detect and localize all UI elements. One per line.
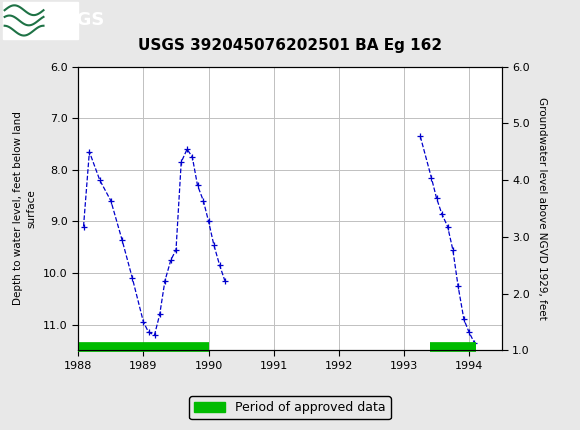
Text: USGS: USGS: [49, 12, 104, 29]
Text: USGS 392045076202501 BA Eg 162: USGS 392045076202501 BA Eg 162: [138, 38, 442, 52]
Y-axis label: Depth to water level, feet below land
surface: Depth to water level, feet below land su…: [13, 112, 37, 305]
Legend: Period of approved data: Period of approved data: [189, 396, 391, 419]
Y-axis label: Groundwater level above NGVD 1929, feet: Groundwater level above NGVD 1929, feet: [537, 97, 547, 320]
